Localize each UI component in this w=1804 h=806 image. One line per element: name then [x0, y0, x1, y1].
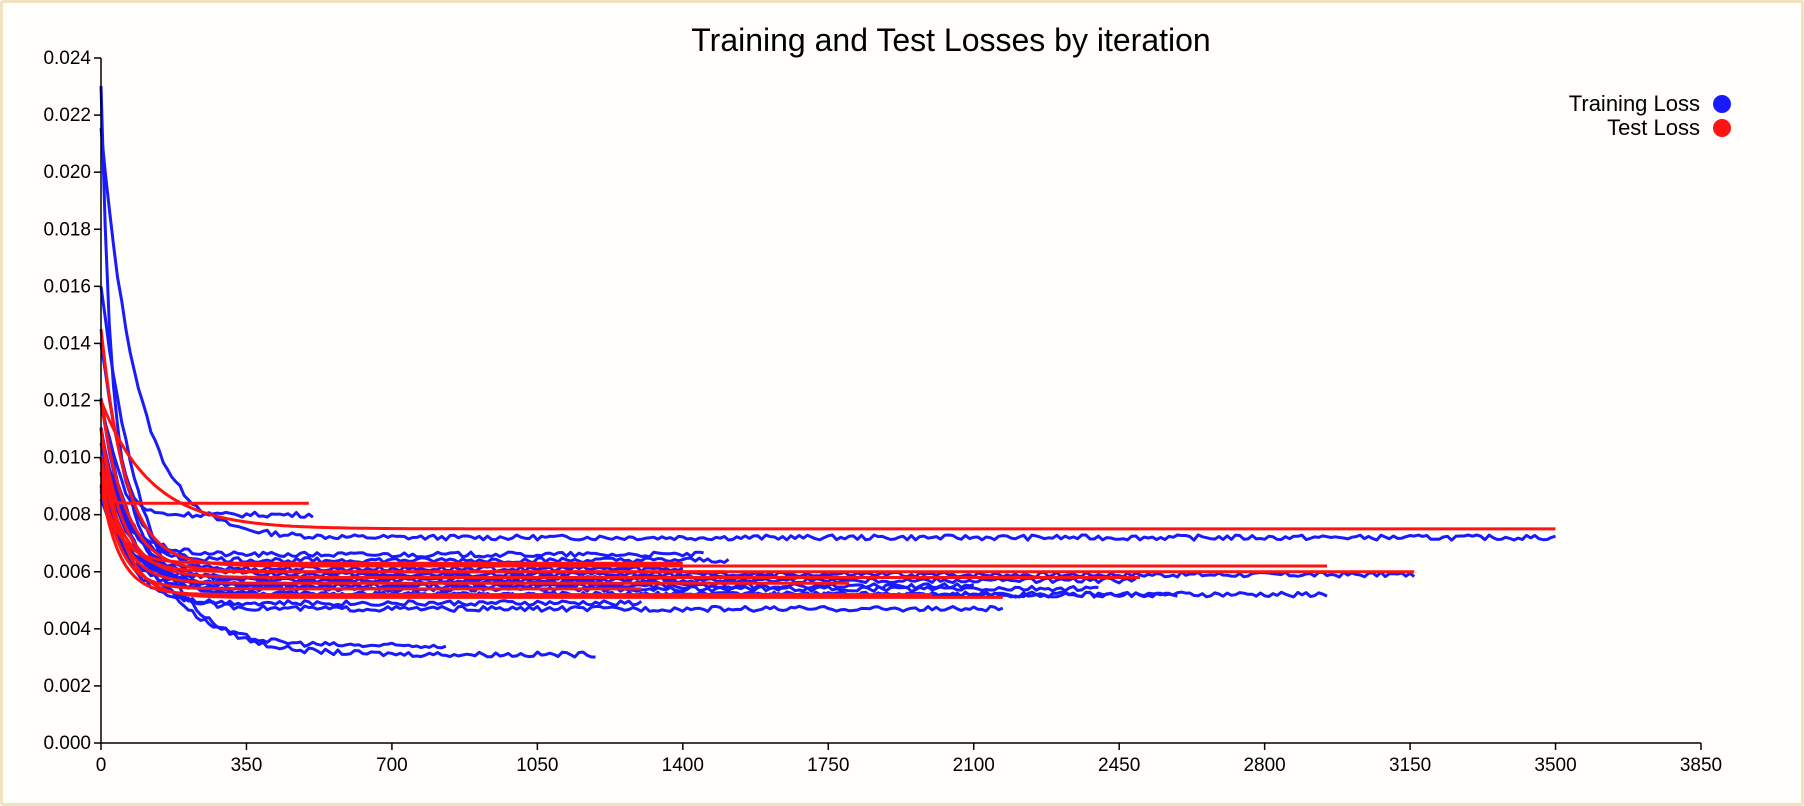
training-loss-line-6 [99, 398, 1416, 579]
legend-label-training: Training Loss [1569, 91, 1700, 116]
y-tick-label: 0.020 [43, 162, 91, 183]
test-loss-line-27 [99, 485, 683, 565]
legend-marker-test [1713, 119, 1731, 137]
axes: 0 350 700 1050 1400 1750 2100 2450 2800 3150 3500 3… [43, 48, 1722, 776]
y-tick-label: 0.016 [43, 276, 91, 297]
y-tick-label: 0.018 [43, 219, 91, 240]
test-loss-line-26 [99, 485, 933, 597]
x-tick-label: 0 [96, 755, 107, 776]
x-tick-label: 2100 [953, 755, 995, 776]
y-tick-label: 0.002 [43, 676, 91, 697]
x-tick-label: 2800 [1243, 755, 1285, 776]
training-loss-line-1 [99, 85, 314, 519]
training-loss-line-10 [99, 457, 730, 565]
y-tick-label: 0.022 [43, 105, 91, 126]
legend-marker-training [1713, 95, 1731, 113]
y-tick-label: 0.006 [43, 562, 91, 583]
y-tick-label: 0.000 [43, 733, 91, 754]
test-loss-line-23 [99, 457, 725, 574]
y-tick-label: 0.014 [43, 333, 91, 354]
x-tick-label: 1050 [516, 755, 558, 776]
legend-label-test: Test Loss [1607, 115, 1700, 140]
chart-title: Training and Test Losses by iteration [691, 22, 1210, 58]
y-tick-label: 0.024 [43, 48, 91, 69]
x-tick-label: 1750 [807, 755, 849, 776]
x-tick-label: 350 [231, 755, 263, 776]
training-loss-line-12 [99, 473, 643, 607]
y-tick-label: 0.008 [43, 505, 91, 526]
test-loss-line-24 [99, 457, 850, 585]
test-loss-line-18 [99, 399, 1556, 531]
legend: Training Loss Test Loss [1569, 91, 1731, 140]
test-loss-line-25 [99, 471, 642, 591]
training-loss-line-0 [99, 128, 1556, 542]
x-tick-label: 700 [376, 755, 408, 776]
x-tick-label: 2450 [1098, 755, 1140, 776]
test-loss-line-19 [99, 328, 1327, 568]
y-tick-label: 0.010 [43, 448, 91, 469]
x-tick-label: 3500 [1534, 755, 1576, 776]
y-tick-label: 0.012 [43, 391, 91, 412]
x-tick-label: 1400 [662, 755, 704, 776]
x-tick-label: 3150 [1389, 755, 1431, 776]
training-loss-line-4 [99, 401, 1004, 613]
x-tick-label: 3850 [1680, 755, 1722, 776]
test-loss-line-21 [99, 428, 1140, 579]
y-tick-label: 0.004 [43, 619, 91, 640]
test-loss-line-20 [99, 400, 1415, 574]
loss-chart: Training and Test Losses by iteration 0 3… [43, 22, 1731, 776]
series-lines [99, 85, 1556, 659]
training-loss-line-11 [99, 458, 704, 559]
test-loss-line-22 [99, 428, 1003, 599]
